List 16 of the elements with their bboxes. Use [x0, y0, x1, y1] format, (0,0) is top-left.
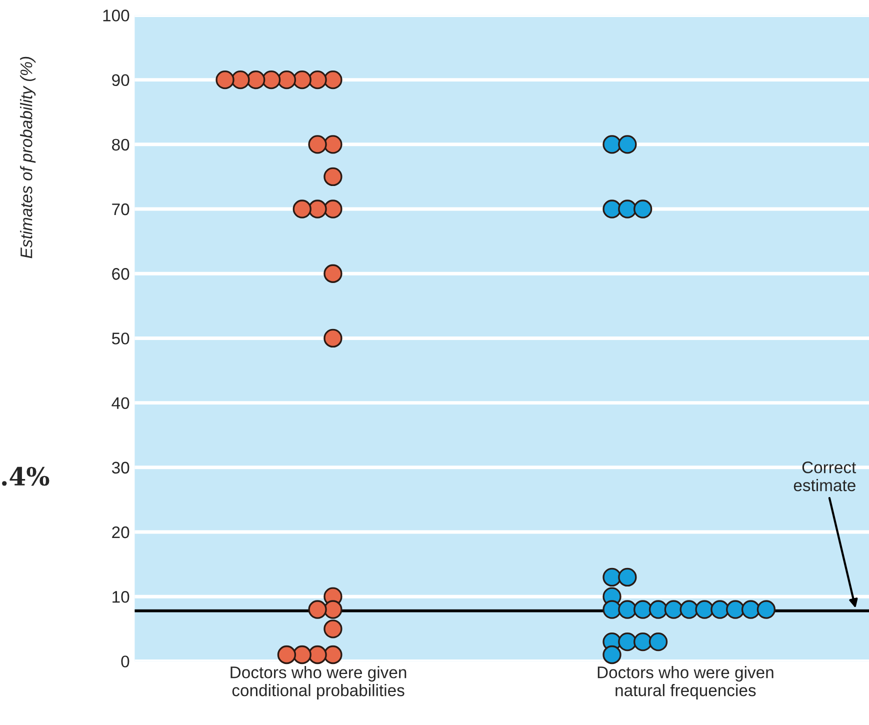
y-tick-label: 80: [112, 138, 130, 151]
x-tick-label: Doctors who were given natural frequencies: [598, 666, 774, 700]
y-tick-label: 30: [112, 462, 130, 474]
y-tick-label: 50: [112, 332, 130, 344]
y-tick-label: 40: [112, 397, 130, 410]
y-tick-label: 100: [103, 10, 130, 22]
text: .4%: [2, 466, 50, 486]
y-tick-label: 70: [112, 203, 130, 216]
y-tick-label: 0: [121, 656, 130, 668]
y-axis-title: Estimates of probability (%): [20, 56, 36, 258]
y-tick-label: 90: [112, 74, 130, 86]
y-tick-label: 10: [112, 591, 130, 603]
x-tick-label: Doctors who were given conditional probabilities: [230, 666, 406, 700]
ref-line-label: Correct estimate: [794, 461, 856, 492]
y-tick-label: 20: [112, 526, 130, 538]
y-tick-label: 60: [112, 268, 130, 280]
